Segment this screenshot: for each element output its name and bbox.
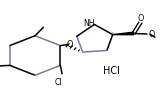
- Text: O: O: [149, 30, 155, 39]
- Text: HCl: HCl: [103, 66, 120, 75]
- Text: O: O: [138, 13, 144, 22]
- Text: NH: NH: [83, 19, 94, 28]
- Polygon shape: [113, 33, 134, 35]
- Text: Cl: Cl: [55, 77, 62, 86]
- Text: ·: ·: [112, 30, 114, 35]
- Text: O: O: [66, 40, 73, 49]
